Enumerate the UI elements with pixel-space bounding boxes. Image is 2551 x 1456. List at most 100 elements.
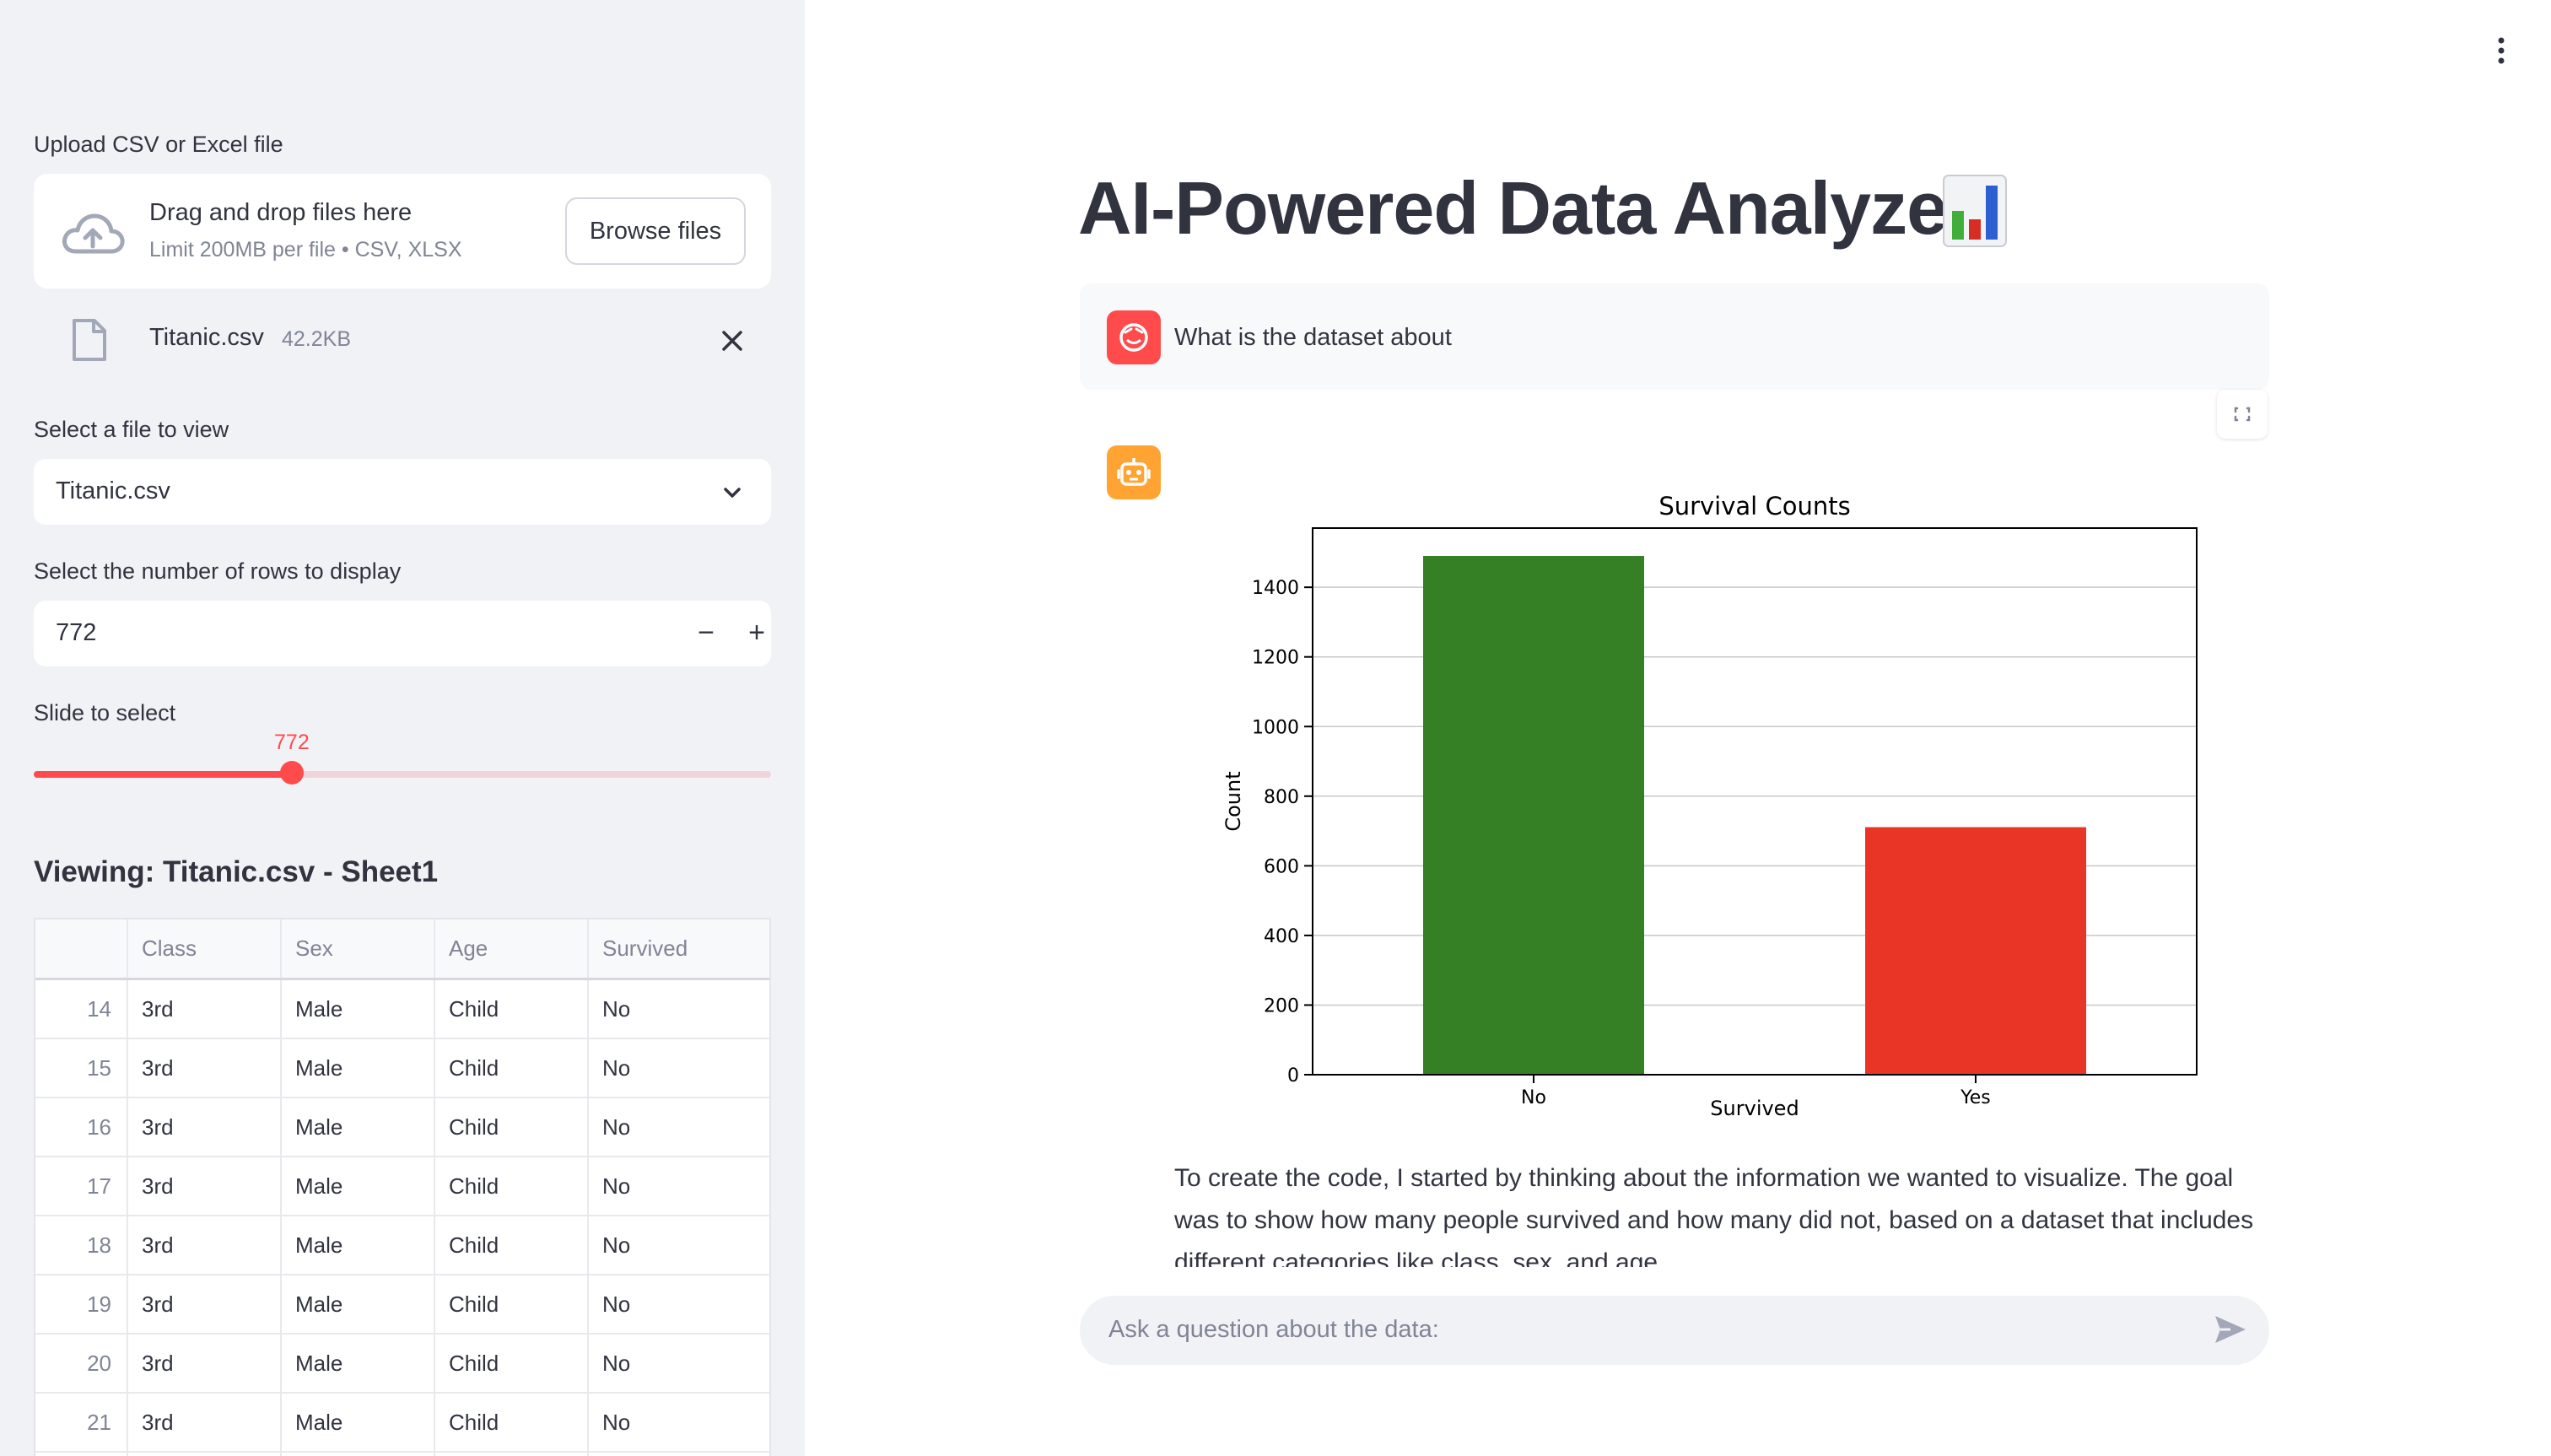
- data-table[interactable]: Class Sex Age Survived 14 3rd Male Child No 1…: [34, 918, 771, 1456]
- cell-sex[interactable]: Male: [282, 1394, 435, 1451]
- rows-input-label: Select the number of rows to display: [34, 558, 402, 584]
- table-row[interactable]: 14 3rd Male Child No: [35, 980, 769, 1039]
- row-index[interactable]: 19: [35, 1275, 128, 1333]
- cell-age[interactable]: Child: [435, 1335, 589, 1392]
- file-select[interactable]: Titanic.csv: [34, 459, 771, 525]
- sidebar: Upload CSV or Excel file Drag and drop f…: [0, 0, 805, 1456]
- chat-input-placeholder[interactable]: Ask a question about the data:: [1108, 1316, 1439, 1343]
- rows-slider[interactable]: [34, 761, 771, 785]
- table-row[interactable]: 18 3rd Male Child No: [35, 1216, 769, 1275]
- table-row[interactable]: 19 3rd Male Child No: [35, 1275, 769, 1335]
- decrement-button[interactable]: −: [698, 617, 715, 649]
- x-tick-label: No: [1521, 1087, 1546, 1108]
- slider-fill: [34, 771, 292, 778]
- cell-class[interactable]: 3rd: [128, 1453, 282, 1456]
- cell-survived[interactable]: No: [589, 1453, 769, 1456]
- table-row[interactable]: 20 3rd Male Child No: [35, 1335, 769, 1394]
- cell-age[interactable]: Child: [435, 980, 589, 1038]
- send-icon[interactable]: [2212, 1313, 2249, 1346]
- column-header-index: [35, 919, 128, 978]
- expand-icon: [2234, 407, 2251, 422]
- table-row[interactable]: 16 3rd Male Child No: [35, 1098, 769, 1157]
- column-header-class[interactable]: Class: [128, 919, 282, 978]
- table-row[interactable]: 223rdMaleChildNo: [35, 1453, 769, 1456]
- cell-age[interactable]: Child: [435, 1157, 589, 1215]
- row-index[interactable]: 21: [35, 1394, 128, 1451]
- table-row[interactable]: 17 3rd Male Child No: [35, 1157, 769, 1216]
- page-title: AI-Powered Data Analyzer: [1078, 166, 1976, 250]
- table-row[interactable]: 15 3rd Male Child No: [35, 1039, 769, 1098]
- column-header-sex[interactable]: Sex: [282, 919, 435, 978]
- table-row[interactable]: 21 3rd Male Child No: [35, 1394, 769, 1453]
- cell-sex[interactable]: Male: [282, 1275, 435, 1333]
- chart-y-axis-label: Count: [1222, 771, 1245, 831]
- assistant-message-text: To create the code, I started by thinkin…: [1174, 1164, 2254, 1267]
- cell-age[interactable]: Child: [435, 1098, 589, 1156]
- increment-button[interactable]: +: [748, 617, 765, 649]
- user-message-text: What is the dataset about: [1174, 324, 1452, 351]
- cell-sex[interactable]: Male: [282, 1453, 435, 1456]
- cell-class[interactable]: 3rd: [128, 980, 282, 1038]
- row-index[interactable]: 15: [35, 1039, 128, 1097]
- y-tick-label: 0: [1287, 1065, 1299, 1087]
- chat-input[interactable]: Ask a question about the data:: [1080, 1296, 2269, 1365]
- cell-class[interactable]: 3rd: [128, 1039, 282, 1097]
- cell-sex[interactable]: Male: [282, 1039, 435, 1097]
- cell-class[interactable]: 3rd: [128, 1394, 282, 1451]
- slider-value: 772: [274, 731, 310, 754]
- y-tick-label: 200: [1264, 995, 1299, 1017]
- file-select-value: Titanic.csv: [56, 477, 170, 504]
- cell-survived[interactable]: No: [602, 1173, 631, 1199]
- cell-survived[interactable]: No: [602, 996, 631, 1022]
- cell-survived[interactable]: No: [602, 1055, 631, 1081]
- cell-survived[interactable]: No: [602, 1232, 631, 1258]
- column-header-survived[interactable]: Survived: [602, 936, 688, 961]
- cloud-upload-icon: [62, 213, 125, 254]
- browse-files-button[interactable]: Browse files: [565, 197, 746, 265]
- uploaded-file-row: Titanic.csv 42.2KB: [34, 310, 771, 373]
- cell-age[interactable]: Child: [435, 1039, 589, 1097]
- y-tick-label: 1000: [1252, 717, 1299, 738]
- file-dropzone[interactable]: Drag and drop files here Limit 200MB per…: [34, 174, 771, 289]
- row-index[interactable]: 18: [35, 1216, 128, 1274]
- rows-number-input[interactable]: 772 − +: [34, 601, 771, 666]
- x-tick-label: Yes: [1960, 1087, 1991, 1108]
- cell-survived[interactable]: No: [602, 1114, 631, 1140]
- row-index[interactable]: 20: [35, 1335, 128, 1392]
- fullscreen-button[interactable]: [2217, 390, 2268, 439]
- y-tick-label: 1200: [1252, 648, 1299, 669]
- cell-class[interactable]: 3rd: [128, 1157, 282, 1215]
- slider-thumb[interactable]: [279, 761, 304, 785]
- row-index[interactable]: 17: [35, 1157, 128, 1215]
- cell-sex[interactable]: Male: [282, 1157, 435, 1215]
- chart-y-ticks: 0 200 400 600 800 1000 1200 1400: [1252, 578, 1313, 1087]
- cell-class[interactable]: 3rd: [128, 1098, 282, 1156]
- cell-survived[interactable]: No: [602, 1410, 631, 1435]
- close-icon[interactable]: [715, 324, 749, 358]
- cell-sex[interactable]: Male: [282, 1216, 435, 1274]
- rows-input-value[interactable]: 772: [56, 619, 97, 646]
- y-tick-label: 1400: [1252, 578, 1299, 599]
- bar-yes: [1865, 827, 2086, 1075]
- row-index[interactable]: 16: [35, 1098, 128, 1156]
- cell-age[interactable]: Child: [435, 1275, 589, 1333]
- cell-age[interactable]: Child: [435, 1453, 589, 1456]
- upload-label: Upload CSV or Excel file: [34, 132, 283, 157]
- row-index[interactable]: 14: [35, 980, 128, 1038]
- more-vertical-icon[interactable]: [2489, 34, 2514, 67]
- cell-class[interactable]: 3rd: [128, 1275, 282, 1333]
- cell-sex[interactable]: Male: [282, 1098, 435, 1156]
- smile-face-icon: [1119, 323, 1148, 352]
- row-index[interactable]: 22: [35, 1453, 128, 1456]
- cell-survived[interactable]: No: [602, 1292, 631, 1317]
- cell-class[interactable]: 3rd: [128, 1216, 282, 1274]
- cell-age[interactable]: Child: [435, 1216, 589, 1274]
- cell-age[interactable]: Child: [435, 1394, 589, 1451]
- cell-sex[interactable]: Male: [282, 980, 435, 1038]
- y-tick-label: 400: [1264, 926, 1299, 947]
- assistant-avatar: [1107, 445, 1161, 499]
- cell-survived[interactable]: No: [602, 1351, 631, 1376]
- cell-sex[interactable]: Male: [282, 1335, 435, 1392]
- cell-class[interactable]: 3rd: [128, 1335, 282, 1392]
- column-header-age[interactable]: Age: [435, 919, 589, 978]
